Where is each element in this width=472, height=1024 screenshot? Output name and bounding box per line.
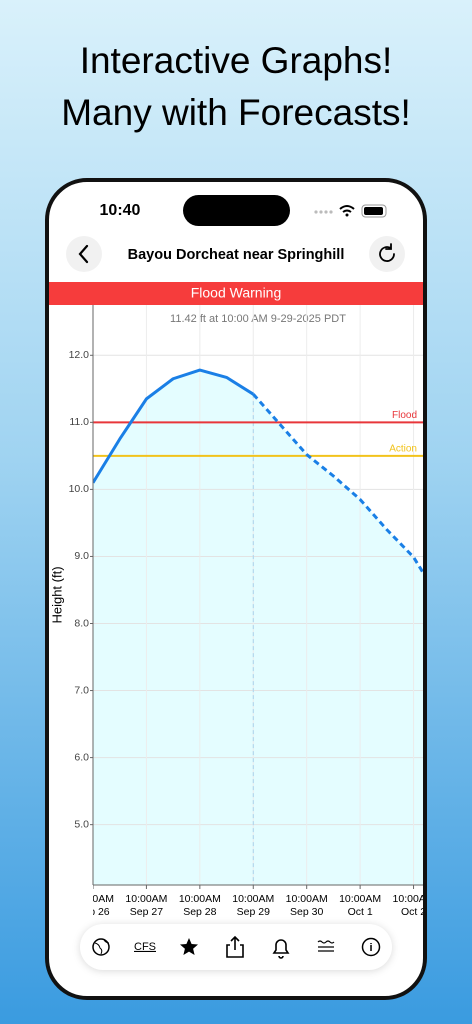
y-tick-label: 10.0	[69, 483, 90, 495]
area	[93, 370, 254, 885]
water-button[interactable]	[317, 940, 335, 952]
headline: Interactive Graphs!	[79, 40, 393, 81]
chart-subtitle: 11.42 ft at 10:00 AM 9-29-2025 PDT	[170, 313, 346, 325]
refresh-button[interactable]	[369, 236, 405, 272]
y-tick-label: 11.0	[69, 416, 89, 428]
x-tick-label: 10:00AM Sep 26	[72, 893, 114, 918]
battery	[361, 204, 387, 218]
headline: Many with Forecasts!	[61, 92, 411, 133]
info-button[interactable]: i	[361, 937, 381, 957]
signal	[314, 210, 333, 214]
wifi	[345, 213, 349, 217]
x-tick-label: 10:00AM Oct 1	[339, 893, 381, 918]
y-tick-label: 8.0	[74, 617, 89, 629]
cfs-button[interactable]: CFS	[134, 941, 156, 953]
battery	[364, 207, 383, 215]
threshold-label: Flood	[392, 410, 417, 421]
share-button[interactable]	[226, 935, 244, 958]
back-icon	[78, 244, 89, 264]
y-tick-label: 7.0	[74, 684, 89, 696]
banner	[49, 282, 423, 305]
phone: 10:40 Bayou Dorcheat near Springhill Flo…	[45, 178, 427, 1000]
x-tick-label: 10:00AM Sep 30	[286, 893, 328, 918]
nav-title: Bayou Dorcheat near Springhill	[128, 247, 345, 263]
back-button[interactable]	[66, 236, 102, 272]
y-tick-label: 9.0	[74, 550, 89, 562]
refresh-icon	[379, 243, 395, 262]
wifi	[339, 205, 355, 213]
screen: 10:40 Bayou Dorcheat near Springhill Flo…	[49, 195, 423, 970]
y-tick-label: 6.0	[74, 751, 89, 763]
status-time: 10:40	[100, 202, 141, 219]
alert-button[interactable]	[272, 939, 290, 959]
series-line	[93, 368, 255, 484]
y-tick-label: 12.0	[69, 349, 90, 361]
threshold-label: Action	[389, 444, 417, 455]
toolbar	[80, 924, 392, 970]
map-button[interactable]	[92, 938, 110, 956]
banner-text: Flood Warning	[191, 285, 282, 301]
y-tick-label: 5.0	[74, 818, 89, 830]
x-tick-label: 10:00AM Sep 29	[232, 893, 274, 918]
svg-text:i: i	[369, 942, 372, 954]
plot-area	[93, 305, 423, 885]
series-line	[252, 393, 423, 574]
y-axis-label: Height (ft)	[49, 566, 64, 623]
favorite-button[interactable]	[180, 938, 198, 955]
dynamic-island	[183, 195, 290, 226]
x-tick-label: 10:00AM Sep 27	[125, 893, 167, 918]
area	[253, 394, 423, 885]
x-tick-label: 10:00AM Sep 28	[179, 893, 221, 918]
x-ticks: 10:00AM Sep 26 10:00AM Sep 27 10:00AM Sep 28 1…	[72, 885, 423, 918]
